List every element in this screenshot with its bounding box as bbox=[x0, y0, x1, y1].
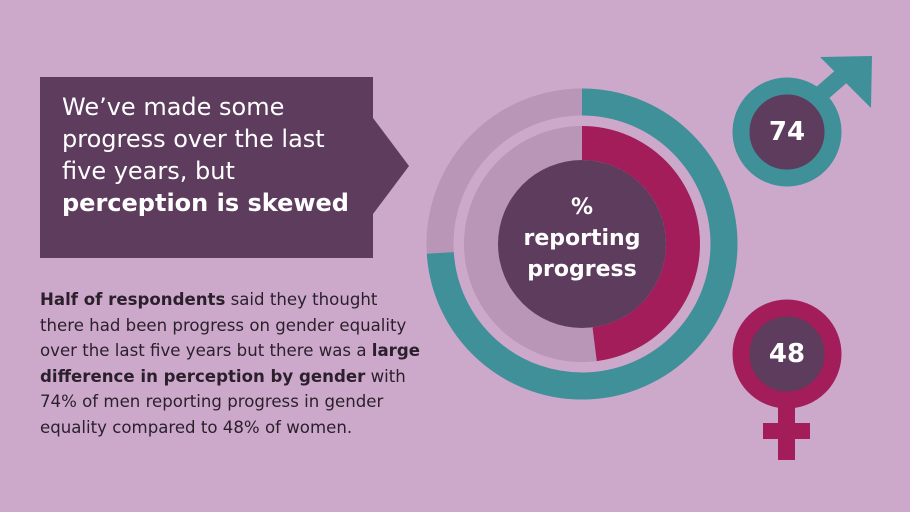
center-disc bbox=[498, 160, 666, 328]
headline-bold: perception is skewed bbox=[62, 189, 349, 217]
headline-line-1: We’ve made some bbox=[62, 93, 285, 121]
body-bold-1: Half of respondents bbox=[40, 290, 226, 309]
headline-box bbox=[40, 77, 373, 258]
women-value-label: 48 bbox=[768, 339, 806, 369]
men-ring-arc bbox=[426, 88, 738, 400]
center-label-progress: progress bbox=[527, 257, 637, 282]
body-paragraph: Half of respondents said they thought th… bbox=[40, 287, 420, 440]
headline: We’ve made some progress over the last f… bbox=[62, 91, 362, 219]
female-symbol-icon bbox=[732, 299, 842, 460]
male-symbol-icon bbox=[732, 56, 872, 187]
center-label-reporting: reporting bbox=[523, 226, 641, 251]
center-label-percent: % bbox=[570, 195, 594, 220]
men-value-label: 74 bbox=[768, 117, 806, 147]
headline-line-2: progress over the last bbox=[62, 125, 325, 153]
body-text-2: with 74% of men reporting progress in ge… bbox=[40, 366, 406, 437]
headline-pointer bbox=[373, 118, 409, 214]
women-ring-arc bbox=[581, 126, 700, 362]
headline-line-3: five years, but bbox=[62, 157, 235, 185]
body-text-1: said they thought there had been progres… bbox=[40, 290, 407, 360]
chart-center-label: % reporting progress bbox=[497, 192, 667, 285]
body-bold-2: large difference in perception by gender bbox=[40, 341, 420, 386]
